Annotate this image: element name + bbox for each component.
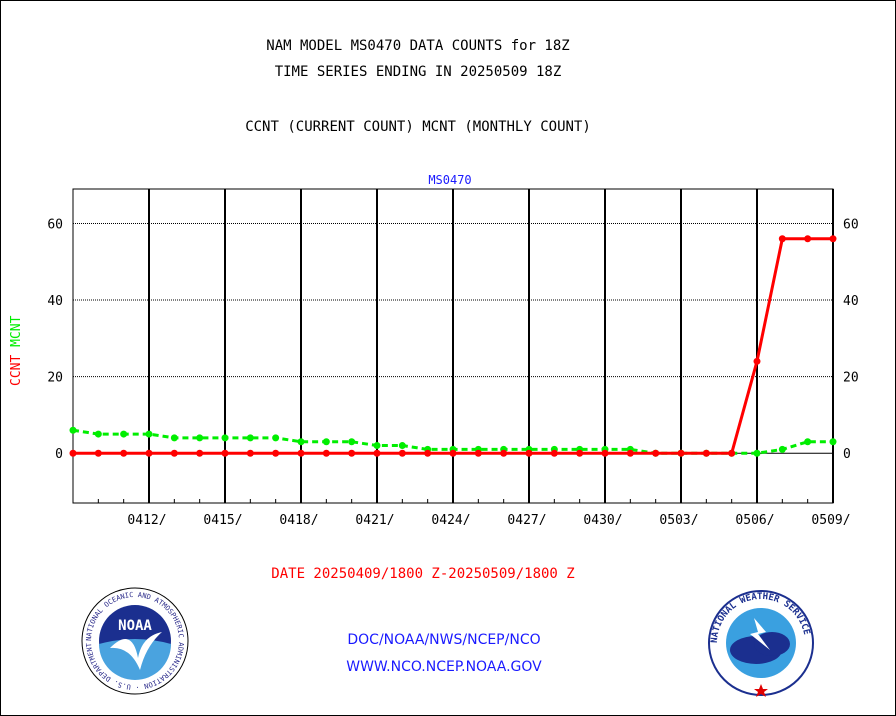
- data-point-mcnt: [272, 434, 280, 442]
- chart-title-line1: NAM MODEL MS0470 DATA COUNTS for 18Z: [266, 38, 570, 54]
- data-point-ccnt: [829, 235, 837, 243]
- y-tick-label-right: 60: [843, 217, 859, 232]
- data-point-ccnt: [778, 235, 786, 243]
- data-point-ccnt: [677, 449, 685, 457]
- y-axis-label: CCNT MCNT: [9, 315, 24, 386]
- x-tick-label: 0503/: [659, 513, 698, 528]
- data-point-ccnt: [120, 449, 128, 457]
- data-point-mcnt: [398, 442, 406, 450]
- x-tick-label: 0509/: [811, 513, 850, 528]
- data-point-mcnt: [322, 438, 330, 446]
- time-series-chart: 0 0 20 20 40 40 60 60 0412/0415/0418/0421/0424/0…: [9, 173, 859, 582]
- y-tick-label-left: 0: [55, 447, 63, 462]
- x-tick-label: 0412/: [127, 513, 166, 528]
- y-tick-label-right: 20: [843, 371, 859, 386]
- y-tick-label-left: 40: [47, 294, 63, 309]
- data-point-mcnt: [373, 442, 381, 450]
- data-point-mcnt: [348, 438, 356, 446]
- data-point-ccnt: [348, 449, 356, 457]
- x-tick-label: 0506/: [735, 513, 774, 528]
- data-point-mcnt: [69, 426, 77, 434]
- data-point-ccnt: [398, 449, 406, 457]
- data-point-ccnt: [272, 449, 280, 457]
- chart-title-line3: CCNT (CURRENT COUNT) MCNT (MONTHLY COUNT…: [245, 119, 591, 135]
- x-tick-label: 0427/: [507, 513, 546, 528]
- data-point-ccnt: [576, 449, 584, 457]
- data-point-mcnt: [829, 438, 837, 446]
- data-point-mcnt: [297, 438, 305, 446]
- x-tick-label: 0415/: [203, 513, 242, 528]
- chart-title-line2: TIME SERIES ENDING IN 20250509 18Z: [274, 64, 562, 80]
- data-point-ccnt: [702, 449, 710, 457]
- x-tick-label: 0418/: [279, 513, 318, 528]
- data-point-ccnt: [322, 449, 330, 457]
- data-point-ccnt: [170, 449, 178, 457]
- y-axis-label-mcnt: MCNT: [9, 315, 24, 346]
- data-point-mcnt: [196, 434, 204, 442]
- data-point-ccnt: [94, 449, 102, 457]
- y-tick-label-right: 0: [843, 447, 851, 462]
- data-point-ccnt: [297, 449, 305, 457]
- noaa-logo: NATIONAL OCEANIC AND ATMOSPHERIC ADMINIS…: [80, 586, 189, 695]
- data-point-ccnt: [626, 449, 634, 457]
- data-point-ccnt: [221, 449, 229, 457]
- data-point-ccnt: [601, 449, 609, 457]
- data-point-ccnt: [424, 449, 432, 457]
- data-point-mcnt: [778, 445, 786, 453]
- data-point-mcnt: [94, 430, 102, 438]
- data-point-ccnt: [500, 449, 508, 457]
- data-point-mcnt: [246, 434, 254, 442]
- data-point-mcnt: [753, 449, 761, 457]
- data-point-mcnt: [120, 430, 128, 438]
- data-point-mcnt: [170, 434, 178, 442]
- y-tick-label-right: 40: [843, 294, 859, 309]
- data-point-ccnt: [753, 357, 761, 365]
- data-point-ccnt: [550, 449, 558, 457]
- data-point-ccnt: [804, 235, 812, 243]
- data-point-ccnt: [728, 449, 736, 457]
- footer-org: DOC/NOAA/NWS/NCEP/NCO: [347, 632, 541, 648]
- x-axis-label: DATE 20250409/1800 Z-20250509/1800 Z: [271, 566, 574, 582]
- y-axis-label-ccnt: CCNT: [9, 347, 24, 386]
- data-point-ccnt: [652, 449, 660, 457]
- data-point-ccnt: [246, 449, 254, 457]
- nws-logo: NATIONAL WEATHER SERVICE: [708, 590, 814, 697]
- footer-url: WWW.NCO.NCEP.NOAA.GOV: [346, 659, 542, 675]
- data-point-mcnt: [145, 430, 153, 438]
- data-point-ccnt: [449, 449, 457, 457]
- data-point-ccnt: [196, 449, 204, 457]
- data-point-mcnt: [221, 434, 229, 442]
- y-tick-label-left: 60: [47, 217, 63, 232]
- x-tick-label: 0421/: [355, 513, 394, 528]
- noaa-logo-text: NOAA: [118, 618, 152, 634]
- data-point-mcnt: [804, 438, 812, 446]
- chart-station-title: MS0470: [428, 173, 471, 187]
- x-tick-label: 0424/: [431, 513, 470, 528]
- data-point-ccnt: [69, 449, 77, 457]
- data-point-ccnt: [474, 449, 482, 457]
- data-point-ccnt: [145, 449, 153, 457]
- data-point-ccnt: [525, 449, 533, 457]
- data-point-ccnt: [373, 449, 381, 457]
- y-tick-label-left: 20: [47, 371, 63, 386]
- x-tick-label: 0430/: [583, 513, 622, 528]
